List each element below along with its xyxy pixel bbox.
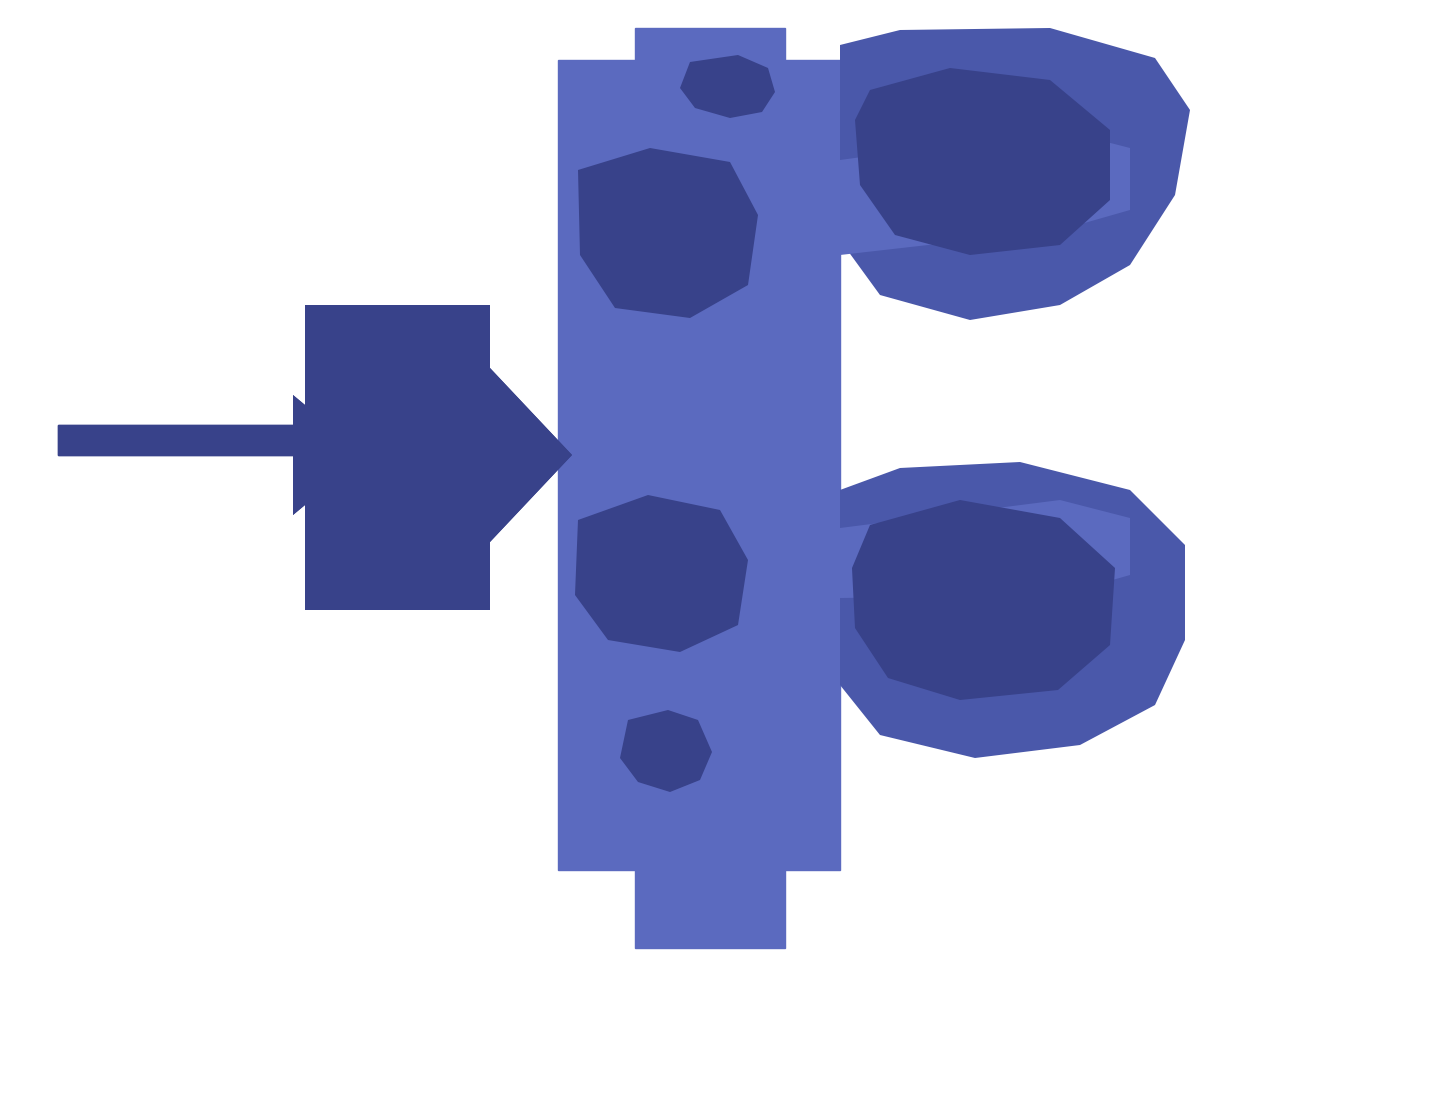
Polygon shape (304, 305, 572, 610)
Polygon shape (840, 28, 1190, 320)
Polygon shape (840, 462, 1185, 758)
Bar (558, 60, 840, 870)
Bar (635, 28, 785, 62)
Polygon shape (680, 55, 775, 118)
Bar (58, 425, 293, 455)
Polygon shape (578, 148, 759, 318)
Polygon shape (852, 500, 1115, 700)
Polygon shape (620, 710, 712, 792)
Polygon shape (293, 395, 365, 514)
Polygon shape (304, 305, 572, 610)
Polygon shape (855, 68, 1109, 254)
Polygon shape (840, 129, 1130, 254)
Polygon shape (840, 500, 1130, 598)
Polygon shape (293, 395, 365, 514)
Polygon shape (575, 496, 748, 652)
Bar (635, 870, 785, 947)
Bar (58, 425, 293, 455)
